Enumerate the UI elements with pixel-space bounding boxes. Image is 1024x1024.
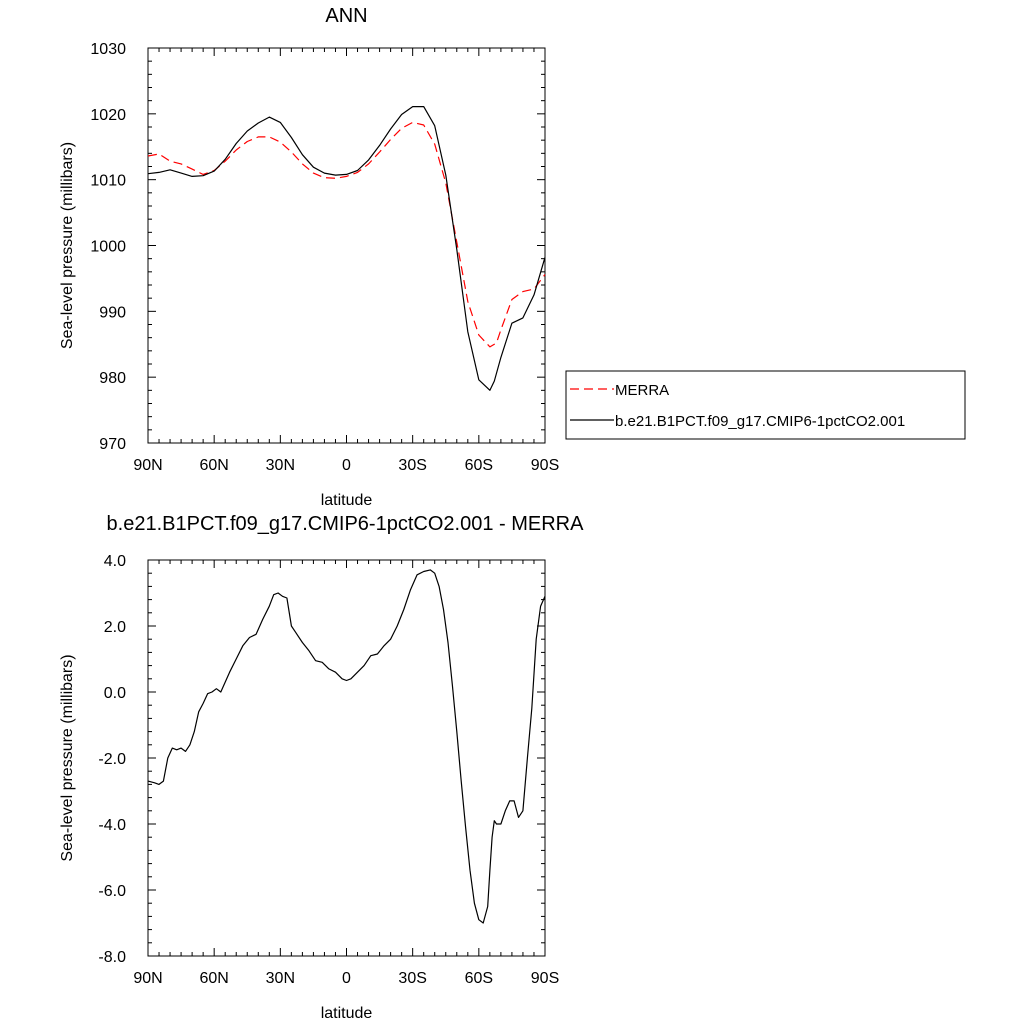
x-axis-label: latitude [321,1005,373,1022]
y-tick-label: 1010 [90,173,126,190]
plot-frame [147,47,546,444]
x-tick-label: 90N [133,970,162,987]
x-tick-label: 0 [342,970,351,987]
y-axis-label: Sea-level pressure (millibars) [59,142,76,349]
legend-label-model: b.e21.B1PCT.f09_g17.CMIP6-1pctCO2.001 [615,413,905,430]
y-tick-label: -6.0 [98,883,126,900]
legend-label-merra: MERRA [615,382,669,399]
y-tick-label: -8.0 [98,949,126,966]
y-tick-label: 1020 [90,107,126,124]
x-tick-label: 90S [531,457,559,474]
series-line-model [147,106,546,391]
x-axis-label: latitude [321,492,373,509]
series-line-merra [147,121,546,348]
chart-title-ann: ANN [325,5,367,27]
x-tick-label: 90N [133,457,162,474]
x-tick-label: 0 [342,457,351,474]
x-tick-label: 30S [398,457,426,474]
y-tick-label: 0.0 [104,685,126,702]
x-tick-label: 30N [266,457,295,474]
y-tick-label: 990 [99,304,126,321]
sea-level-pressure-panel: ANN latitude Sea-level pressure (milliba… [59,5,559,509]
y-tick-label: -2.0 [98,751,126,768]
y-axis-label: Sea-level pressure (millibars) [59,654,76,861]
y-tick-label: 970 [99,436,126,453]
plot-frame [147,559,546,957]
x-tick-label: 30N [266,970,295,987]
x-tick-label: 60S [465,970,493,987]
x-tick-label: 60N [199,457,228,474]
series-line-difference [147,569,546,924]
x-tick-label: 30S [398,970,426,987]
difference-panel: b.e21.B1PCT.f09_g17.CMIP6-1pctCO2.001 - … [59,513,584,1022]
y-tick-label: 1030 [90,41,126,58]
y-tick-label: 1000 [90,239,126,256]
y-tick-label: 2.0 [104,619,126,636]
y-tick-label: 980 [99,370,126,387]
y-tick-label: 4.0 [104,553,126,570]
x-tick-label: 60S [465,457,493,474]
x-tick-label: 60N [199,970,228,987]
y-tick-label: -4.0 [98,817,126,834]
legend: MERRA b.e21.B1PCT.f09_g17.CMIP6-1pctCO2.… [565,370,966,440]
x-tick-label: 90S [531,970,559,987]
chart-title-difference: b.e21.B1PCT.f09_g17.CMIP6-1pctCO2.001 - … [107,513,585,535]
legend-box [565,370,966,440]
